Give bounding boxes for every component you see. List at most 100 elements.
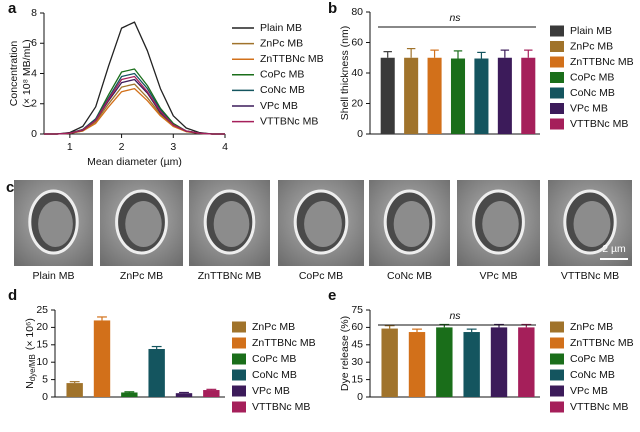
legend-label: VTTBNc MB: [570, 118, 628, 130]
image-label: ZnPc MB: [120, 270, 163, 282]
bar: [490, 327, 508, 397]
legend-label: VTTBNc MB: [260, 115, 318, 127]
x-tick-label: 1: [67, 141, 73, 153]
y-tick-label: 10: [36, 356, 48, 368]
image-label: VTTBNc MB: [561, 270, 619, 282]
legend-label: CoPc MB: [260, 69, 304, 81]
bar: [148, 348, 165, 397]
legend-swatch: [550, 118, 564, 130]
legend-label: CoNc MB: [570, 87, 615, 99]
x-axis-label: Mean diameter (µm): [87, 156, 182, 168]
legend-swatch: [232, 385, 246, 397]
image-label: CoNc MB: [387, 270, 432, 282]
y-axis-label: Shell thickness (nm): [339, 26, 351, 121]
microbubble-interior: [393, 201, 430, 247]
line-series: [44, 83, 225, 135]
legend-swatch: [232, 321, 246, 333]
bar: [497, 57, 512, 134]
y-axis-label: Concentration: [8, 41, 20, 107]
bar: [93, 320, 111, 397]
y-tick-label: 0: [357, 391, 363, 403]
y-tick-label: 0: [42, 391, 48, 403]
bar: [380, 57, 395, 134]
bar: [66, 383, 83, 397]
legend-label: ZnTTBNc MB: [570, 56, 634, 68]
legend-swatch: [550, 56, 564, 68]
bar: [121, 392, 138, 397]
panel-letter: b: [328, 0, 337, 17]
x-tick-label: 2: [119, 141, 125, 153]
bar: [436, 327, 453, 397]
bar: [427, 57, 442, 134]
line-series: [44, 75, 225, 135]
x-tick-label: 4: [222, 141, 228, 153]
y-tick-label: 8: [31, 7, 37, 19]
y-tick-label: 60: [351, 36, 363, 48]
legend-swatch: [550, 87, 564, 99]
legend-label: VTTBNc MB: [252, 401, 310, 413]
legend-swatch: [550, 369, 564, 381]
bar: [404, 57, 419, 134]
legend-label: ZnPc MB: [260, 37, 303, 49]
bar: [408, 332, 426, 397]
scale-bar-label: 2 µm: [602, 243, 626, 255]
legend-label: VPc MB: [570, 102, 608, 114]
y-label-unit: (× 10⁶): [24, 318, 36, 350]
y-tick-label: 15: [351, 373, 363, 385]
y-tick-label: 60: [351, 321, 363, 333]
image-label: Plain MB: [32, 270, 74, 282]
legend-label: CoPc MB: [570, 71, 614, 83]
y-axis-unit: (× 10⁸ MB/mL): [21, 39, 33, 107]
legend-label: CoPc MB: [252, 353, 296, 365]
y-tick-label: 20: [36, 321, 48, 333]
legend-swatch: [550, 41, 564, 52]
y-axis-label: Ndye/MB (× 10⁶): [24, 318, 37, 389]
panel-letter: d: [8, 287, 17, 304]
panel-letter: e: [328, 287, 336, 304]
legend-label: ZnTTBNc MB: [570, 337, 634, 349]
y-tick-label: 20: [351, 97, 363, 109]
y-label-subscript: dye/MB: [28, 354, 37, 381]
legend-swatch: [550, 385, 564, 397]
panel-letter: c: [6, 179, 14, 196]
legend-label: VTTBNc MB: [570, 401, 628, 413]
legend-label: ZnPc MB: [252, 321, 295, 333]
bar: [463, 332, 480, 397]
legend-swatch: [550, 72, 564, 83]
legend-label: CoNc MB: [570, 369, 615, 381]
microbubble-interior: [125, 201, 162, 247]
legend-swatch: [550, 353, 564, 365]
significance-label: ns: [449, 12, 461, 24]
image-label: VPc MB: [480, 270, 518, 282]
image-label: ZnTTBNc MB: [198, 270, 262, 282]
legend-swatch: [550, 401, 564, 413]
legend-swatch: [232, 369, 246, 381]
microbubble-interior: [482, 201, 519, 247]
legend-label: Plain MB: [570, 25, 612, 37]
bar: [518, 327, 535, 397]
legend-label: CoNc MB: [252, 369, 297, 381]
microbubble-interior: [38, 201, 73, 247]
legend-swatch: [550, 103, 564, 114]
image-label: CoPc MB: [299, 270, 343, 282]
y-tick-label: 5: [42, 373, 48, 385]
line-series: [44, 68, 225, 135]
bar: [521, 57, 536, 134]
line-series: [44, 72, 225, 135]
legend-swatch: [550, 337, 564, 349]
legend-label: ZnTTBNc MB: [252, 337, 316, 349]
y-tick-label: 45: [351, 339, 363, 351]
bar: [175, 393, 193, 397]
y-label-main: N: [24, 381, 36, 389]
line-series: [44, 87, 225, 135]
panel-letter: a: [8, 0, 17, 17]
bar: [474, 58, 489, 135]
legend-label: CoPc MB: [570, 353, 614, 365]
line-series: [44, 78, 225, 135]
legend-label: CoNc MB: [260, 84, 305, 96]
legend-label: VPc MB: [260, 100, 298, 112]
bar: [450, 58, 466, 135]
y-tick-label: 2: [31, 98, 37, 110]
y-tick-label: 4: [31, 67, 37, 79]
